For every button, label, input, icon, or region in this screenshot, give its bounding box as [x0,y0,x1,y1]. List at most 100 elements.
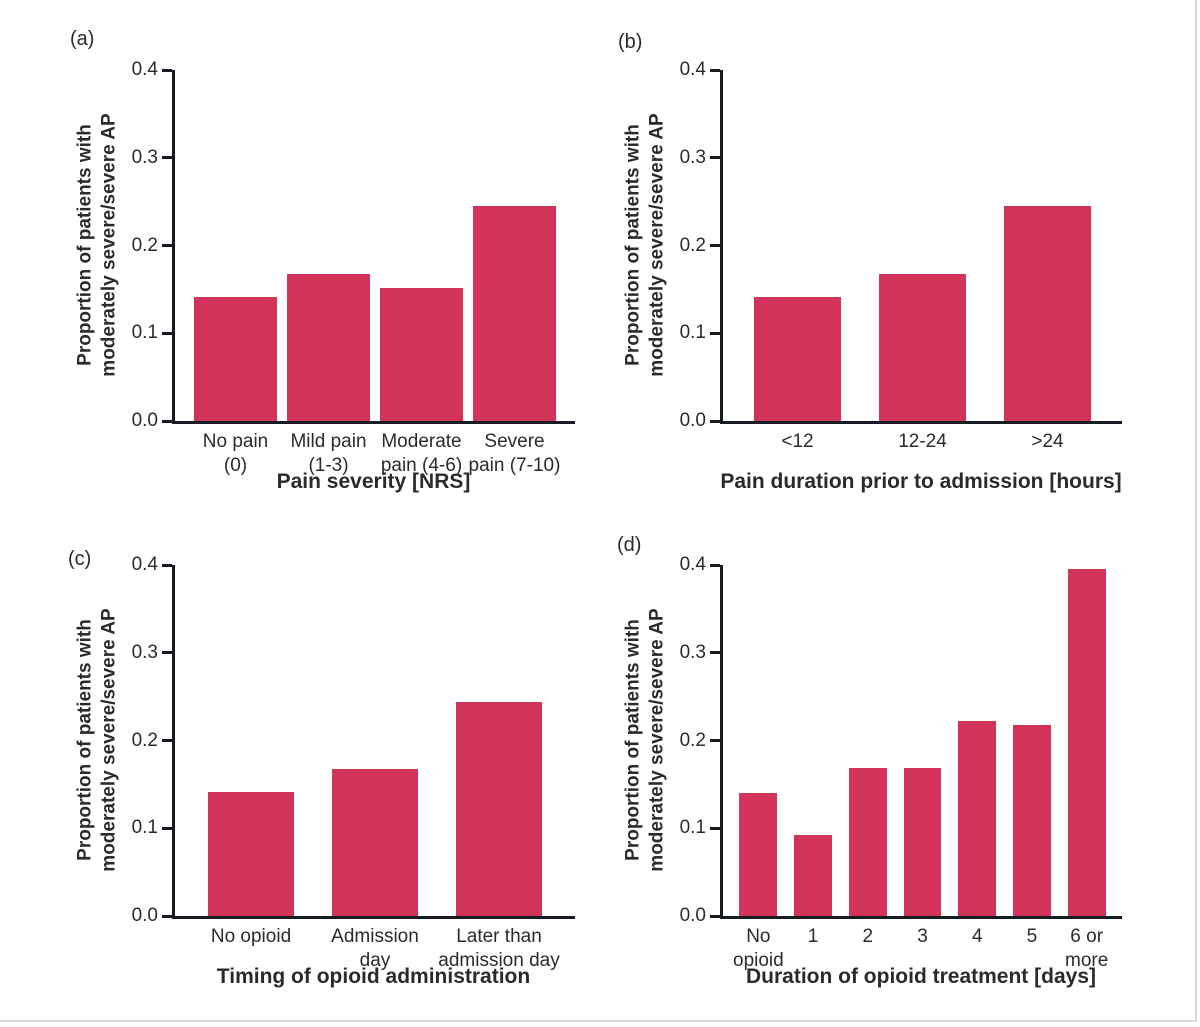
x-tick-label: No opioid [733,926,784,971]
y-tick [710,563,720,567]
y-tick [162,419,172,423]
y-tick [162,563,172,567]
panel-letter: (b) [618,31,643,53]
y-tick-label: 0.2 [679,729,706,751]
x-tick-label: 5 [1026,926,1038,947]
y-tick-label: 0.0 [131,905,158,926]
bar-slot [950,565,1005,916]
y-tick [710,419,720,423]
y-tick-label: 0.4 [679,59,706,80]
y-tick [710,244,720,247]
y-tick-label: 0.0 [679,410,706,431]
figure-border-bottom [0,1020,1197,1022]
y-axis-label: Proportion of patients with moderately se… [74,565,122,916]
y-tick [710,156,720,160]
x-axis-title: Duration of opioid treatment [days] [745,965,1096,988]
panel-d: (d) Proportion of patients with moderatel… [600,510,1200,1020]
y-tick-label: 0.3 [131,641,158,663]
bar [753,297,842,421]
y-tick [710,826,720,830]
panel-c: (c) Proportion of patients with moderatel… [0,510,600,1020]
bar-slot [985,70,1110,421]
bar [739,793,778,916]
y-tick [162,244,172,247]
y-axis-label-line: Proportion of patients with [622,124,644,366]
bar [794,835,832,916]
bar-slot [731,565,786,916]
panel-letter: (d) [617,534,642,556]
x-tick-label: Mild pain (1-3) [290,431,367,476]
y-tick [162,739,172,742]
bar [878,273,967,421]
bar [379,287,464,421]
x-tick-labels: <12 12-24 >24 [723,430,1122,454]
plot-area: 0.4 0.3 0.2 0.1 0.0 No opioid Admission day Lat… [132,554,575,971]
bar-slot [375,70,468,421]
bar-slot [735,70,860,421]
plot-area: 0.4 0.3 0.2 0.1 0.0 No opioid 1 2 3 4 5 6 or more [680,554,1122,971]
panel-letter: (c) [68,548,92,570]
y-tick-label: 0.2 [679,234,706,256]
y-tick [162,826,172,830]
x-tick-label: 6 or more [1065,926,1109,971]
y-tick [710,68,720,72]
x-axis-title: Pain severity [NRS] [276,470,471,493]
figure-border-right [1195,0,1197,1021]
panel-letter: (a) [70,28,95,50]
bar-slot [1005,565,1060,916]
x-axis-title: Timing of opioid administration [216,965,531,988]
x-tick-label: No pain (0) [202,431,269,476]
y-tick-label: 0.3 [679,641,706,663]
x-tick-labels: No pain (0) Mild pain (1-3) Moderate pain (4-… [175,430,575,478]
bar [903,767,942,916]
y-tick-label: 0.3 [679,146,706,168]
y-tick-label: 0.1 [131,817,158,839]
y-tick-label: 0.4 [131,554,158,575]
x-tick-label: <12 [781,431,814,452]
x-axis-title: Pain duration prior to admission [hours] [720,470,1122,493]
y-axis-label-line: Proportion of patients with [74,619,96,861]
y-axis-label-line: moderately severe/severe AP [98,608,120,872]
bar [1067,568,1106,916]
y-tick [162,156,172,160]
bars [175,70,575,421]
bar-slot [860,70,985,421]
bar-slot [1059,565,1114,916]
x-tick-label: No opioid [210,926,292,947]
x-tick-label: 3 [917,926,928,947]
y-tick-label: 0.3 [131,146,158,168]
bar-slot [189,565,313,916]
bar [208,792,294,916]
y-axis-label: Proportion of patients with moderately se… [74,70,122,421]
y-tick-label: 0.1 [679,322,706,344]
y-tick [162,68,172,72]
y-tick [162,331,172,335]
y-tick [710,331,720,335]
bar [456,701,542,916]
x-tick-label: Later than admission day [438,926,560,971]
bar [332,768,418,916]
panel-b: (b) Proportion of patients with moderatel… [600,0,1200,510]
y-tick [710,914,720,918]
bars [723,70,1122,421]
bar-slot [840,565,895,916]
y-tick [162,914,172,918]
y-tick-label: 0.0 [131,410,158,431]
y-tick [710,651,720,655]
y-axis-label: Proportion of patients with moderately se… [622,565,670,916]
y-axis-label-line: moderately severe/severe AP [646,608,668,872]
bar-slot [468,70,561,421]
bar [848,767,887,916]
x-tick-label: Admission day [331,926,419,971]
y-tick [710,739,720,742]
y-tick-label: 0.1 [131,322,158,344]
bars [723,565,1122,916]
y-tick-label: 0.0 [679,905,706,926]
bar [958,721,997,916]
y-axis-label-line: moderately severe/severe AP [646,113,668,377]
bar [472,206,557,421]
bar-slot [313,565,437,916]
bar [286,273,371,421]
bars [175,565,575,916]
y-axis-label-line: Proportion of patients with [74,124,96,366]
